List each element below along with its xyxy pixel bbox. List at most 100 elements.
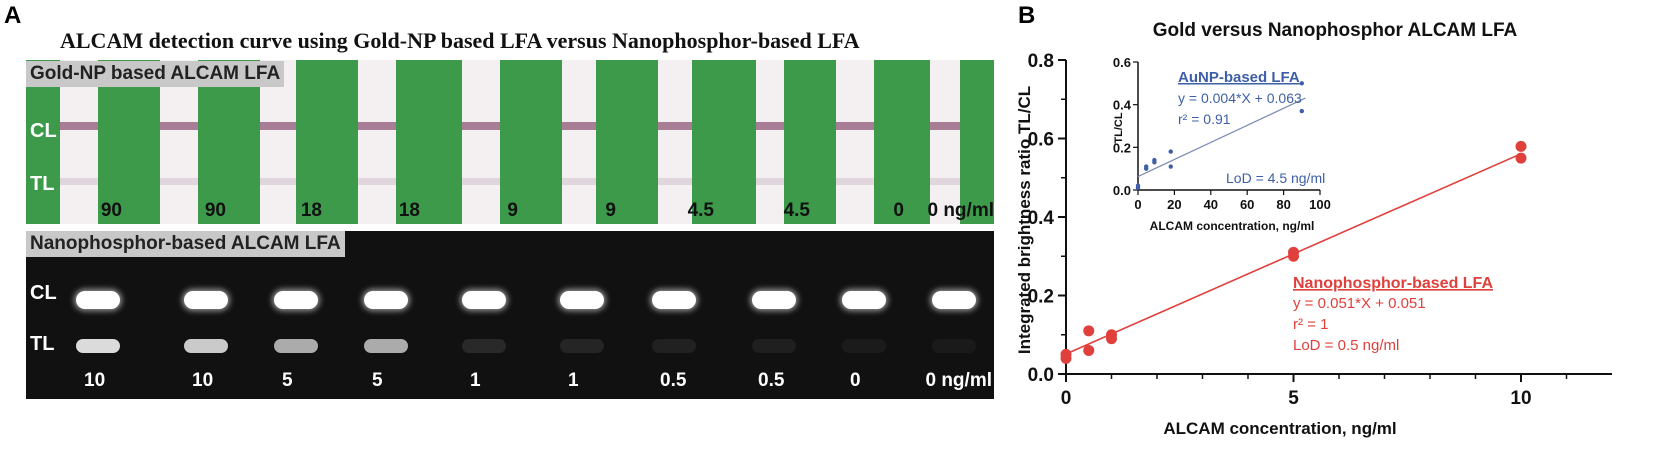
inset-data-point	[1299, 108, 1304, 114]
main-data-point	[1083, 344, 1095, 356]
gold-concentration-label: 4.5	[783, 200, 810, 221]
inset-x-tick-label: 40	[1204, 197, 1218, 212]
nano-legend-r2: r² = 1	[1293, 316, 1328, 333]
gold-strip-separator	[198, 60, 260, 224]
nano-test-band	[364, 339, 408, 353]
gold-tl-label: TL	[30, 173, 55, 195]
nano-cl-label: CL	[30, 282, 57, 304]
nano-test-band	[184, 339, 228, 353]
nano-concentration-label: 5	[282, 370, 293, 391]
gold-concentration-label: 90	[204, 200, 226, 221]
gold-header: Gold-NP based ALCAM LFA	[26, 61, 285, 87]
panel-a-letter: A	[4, 2, 22, 29]
main-data-point	[1106, 329, 1117, 341]
gold-strip-separator	[960, 60, 994, 224]
nano-control-band	[274, 291, 318, 309]
nano-control-band	[752, 291, 796, 309]
nano-control-band	[364, 291, 408, 309]
nano-test-band	[652, 339, 696, 353]
gold-concentration-label: 4.5	[687, 200, 714, 221]
gold-strip-separator	[296, 60, 358, 224]
gold-strips-image	[26, 60, 994, 224]
gold-concentration-label: 90	[100, 200, 122, 221]
main-y-tick-label: 0.2	[1028, 287, 1054, 308]
nano-control-band	[560, 291, 604, 309]
nano-concentration-label: 0 ng/ml	[925, 370, 992, 391]
nano-control-band	[932, 291, 976, 309]
main-chart-title: Gold versus Nanophosphor ALCAM LFA	[1153, 20, 1518, 41]
main-axes: 0.0 0.2 0.4 0.6 0.8 0 5 10	[1028, 51, 1612, 409]
gold-concentration-label: 0 ng/ml	[927, 200, 994, 221]
inset-data-point	[1152, 157, 1157, 163]
nano-legend-equation: y = 0.051*X + 0.051	[1293, 295, 1426, 312]
gold-strip-separator	[874, 60, 930, 224]
nano-concentration-label: 10	[192, 370, 214, 391]
nano-test-band	[462, 339, 506, 353]
gold-concentration-label: 0	[893, 200, 904, 221]
inset-axes: 0.0 0.2 0.4 0.6 0 20 40 60 80 100	[1113, 55, 1331, 212]
main-x-tick-label: 5	[1288, 388, 1299, 409]
gold-concentration-label: 9	[507, 200, 518, 221]
main-xlabel: ALCAM concentration, ng/ml	[1163, 419, 1396, 438]
nano-legend-name: Nanophosphor-based LFA	[1293, 275, 1493, 292]
panel-a-title: ALCAM detection curve using Gold-NP base…	[60, 28, 860, 53]
gold-legend-name: AuNP-based LFA	[1178, 69, 1300, 86]
main-data-points	[1060, 140, 1527, 364]
inset-data-point	[1299, 81, 1304, 86]
nano-control-band	[184, 291, 228, 309]
nano-header: Nanophosphor-based ALCAM LFA	[26, 231, 345, 257]
inset-x-tick-label: 60	[1240, 197, 1254, 212]
inset-x-tick-label: 20	[1167, 197, 1181, 212]
gold-legend-r2: r² = 0.91	[1178, 111, 1231, 127]
nano-control-band	[462, 291, 506, 309]
inset-y-tick-label: 0.0	[1113, 183, 1131, 198]
inset-y-tick-label: 0.2	[1113, 140, 1131, 155]
nano-control-band	[76, 291, 120, 309]
inset-y-tick-label: 0.6	[1113, 55, 1131, 70]
gold-strip-separator	[396, 60, 462, 224]
main-x-tick-label: 10	[1510, 388, 1531, 409]
nano-concentration-label: 0	[850, 370, 861, 391]
gold-concentration-label: 18	[398, 200, 420, 221]
nano-test-band	[274, 339, 318, 353]
gold-cl-label: CL	[30, 120, 57, 142]
main-data-point	[1083, 325, 1095, 337]
gold-strip-row	[26, 60, 994, 224]
gold-concentration-label: 18	[300, 200, 322, 221]
main-data-point	[1060, 348, 1072, 360]
main-y-tick-label: 0.8	[1028, 51, 1054, 72]
nano-concentration-label: 1	[470, 370, 481, 391]
gold-strip-separator	[98, 60, 160, 224]
gold-strip-separator	[500, 60, 562, 224]
inset-xlabel: ALCAM concentration, ng/ml	[1150, 219, 1315, 233]
main-data-point	[1515, 140, 1527, 152]
gold-strip-separator	[784, 60, 836, 224]
nano-control-band	[842, 291, 886, 309]
inset-data-points	[1135, 81, 1304, 191]
inset-data-point	[1168, 164, 1173, 169]
inset-x-tick-label: 80	[1276, 197, 1290, 212]
main-data-point	[1515, 152, 1527, 164]
inset-x-tick-label: 0	[1134, 197, 1141, 212]
nano-strip-row	[26, 231, 994, 399]
nano-concentration-label: 1	[568, 370, 579, 391]
nano-control-band	[652, 291, 696, 309]
gold-strip-separator	[692, 60, 756, 224]
main-y-tick-label: 0.0	[1028, 365, 1054, 386]
nano-concentration-label: 5	[372, 370, 383, 391]
panel-b-letter: B	[1018, 2, 1036, 29]
main-y-tick-label: 0.6	[1028, 130, 1054, 151]
nano-legend-lod: LoD = 0.5 ng/ml	[1293, 337, 1399, 354]
inset-y-tick-label: 0.4	[1113, 98, 1132, 113]
inset-data-point	[1143, 164, 1149, 169]
main-chart: Gold versus Nanophosphor ALCAM LFA 0.00.…	[1015, 20, 1612, 438]
inset-frame	[1096, 56, 1334, 218]
nano-test-band	[752, 339, 796, 353]
nano-test-band	[842, 339, 886, 353]
main-y-tick-label: 0.4	[1028, 208, 1055, 229]
nano-test-band	[76, 339, 120, 353]
nano-strips-image	[26, 231, 994, 399]
main-ylabel: Integrated brightness ratio TL/CL	[1015, 86, 1034, 354]
inset-data-point	[1135, 185, 1141, 191]
nano-concentration-label: 0.5	[660, 370, 687, 391]
